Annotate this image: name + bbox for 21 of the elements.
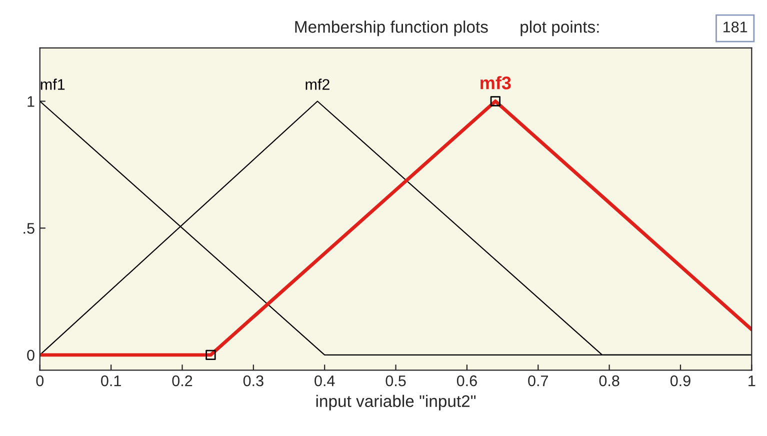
x-tick-label: 0.3	[243, 375, 264, 386]
annotation: mf3	[480, 76, 511, 90]
x-tick-label: 0.1	[101, 375, 121, 386]
x-tick-label: 0.5	[386, 375, 406, 386]
text: 181	[724, 22, 748, 32]
x-tick-label: 0.6	[456, 375, 477, 386]
x-tick-label: 0.2	[172, 375, 192, 386]
x-tick-label: 0.7	[528, 375, 548, 386]
annotation: mf1	[40, 78, 65, 90]
x-tick-label: 0.9	[670, 375, 690, 386]
y-tick-label: 0	[27, 350, 34, 361]
annotation: mf2	[306, 78, 330, 90]
y-tick-label: .5	[24, 223, 34, 234]
x-tick-label: 0.8	[599, 375, 620, 386]
text: plot points:	[520, 20, 599, 36]
x-tick-label: 0.4	[314, 375, 335, 386]
chart-title: Membership function plots	[295, 20, 488, 36]
x-tick-label: 0	[36, 375, 44, 386]
y-tick-label: 1	[28, 96, 34, 107]
x-tick-label: 1	[748, 376, 756, 386]
x-axis-title: input variable "input2"	[316, 394, 476, 410]
